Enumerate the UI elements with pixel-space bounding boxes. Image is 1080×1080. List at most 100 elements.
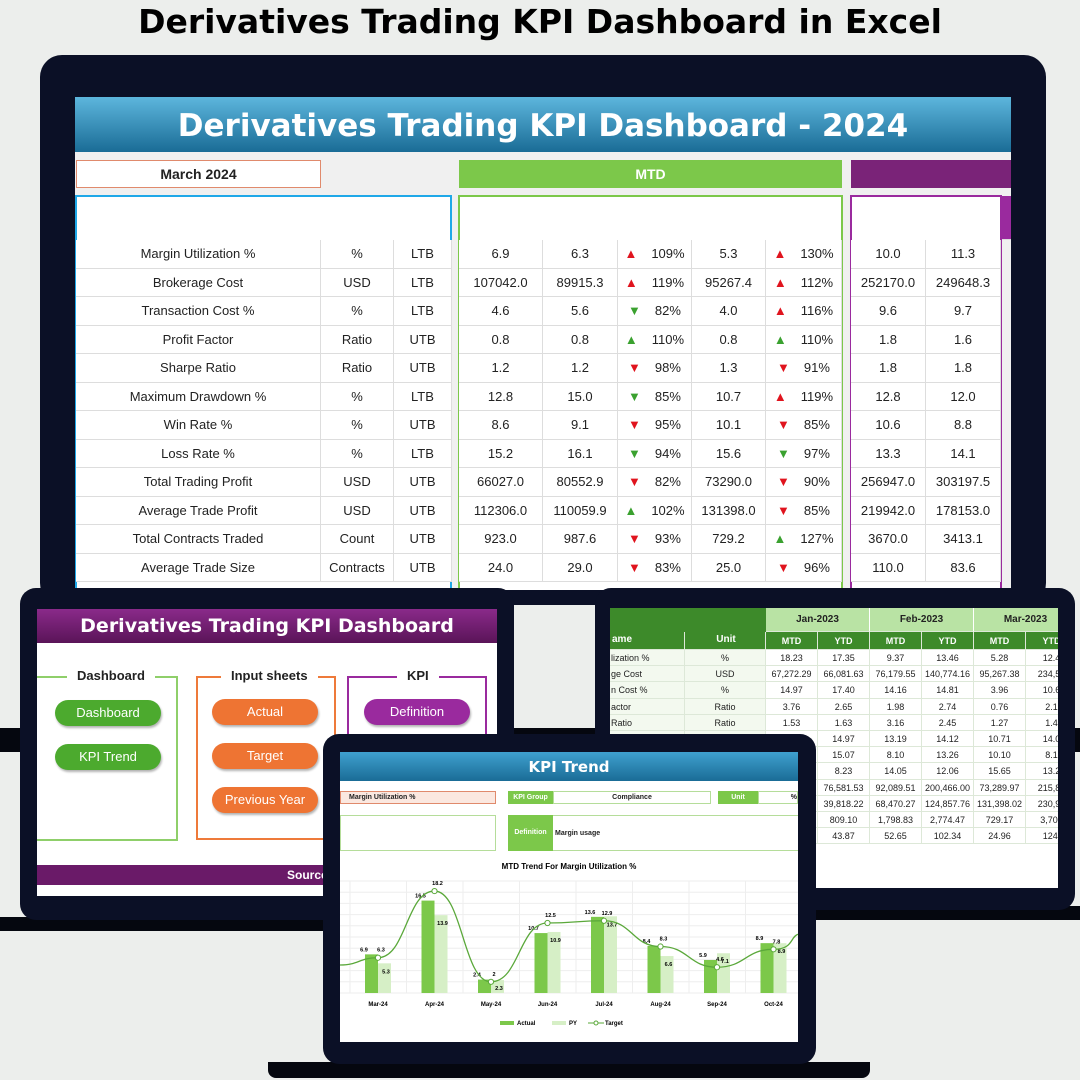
bar-py <box>773 943 787 993</box>
data-cell: 52.65 <box>870 828 922 845</box>
arrow-down-icon: ▼ <box>777 417 790 433</box>
definition-button[interactable]: Definition <box>364 699 470 725</box>
data-cell: 10.10 <box>974 747 1026 764</box>
cell-ytd-actual: 110.0 <box>851 553 926 582</box>
unit-label: Unit <box>718 791 758 804</box>
main-dashboard-screen: Derivatives Trading KPI Dashboard - 2024… <box>75 97 1011 590</box>
cell-py: 15.6 <box>692 439 766 468</box>
chart-title: MTD Trend For Margin Utilization % <box>502 862 637 871</box>
label-py: 13.7 <box>607 922 618 928</box>
cell-target: 29.0 <box>543 553 618 582</box>
actual-button[interactable]: Actual <box>212 699 318 725</box>
group-label: KPI <box>397 668 439 683</box>
cell-actual: 107042.0 <box>459 268 543 297</box>
arrow-down-icon: ▼ <box>628 559 641 575</box>
kpi-name: Brokerage Cost <box>76 268 321 297</box>
data-cell: 3,706 <box>1026 812 1058 829</box>
percent-value: 116% <box>800 303 834 319</box>
percent-value: 96% <box>803 559 830 575</box>
cell-tva: ▼ 95% <box>618 411 692 440</box>
column-header: MTD <box>870 632 922 650</box>
cell-actual: 66027.0 <box>459 468 543 497</box>
cell-unit: % <box>321 411 394 440</box>
label-actual: 16.5 <box>415 894 426 900</box>
cell-actual: 15.2 <box>459 439 543 468</box>
cell-py: 95267.4 <box>692 268 766 297</box>
cell-ytd-target: 1.8 <box>926 354 1001 383</box>
cell-ytd-actual: 13.3 <box>851 439 926 468</box>
previous-year-button[interactable]: Previous Year <box>212 787 318 813</box>
cell-tva: ▼ 94% <box>618 439 692 468</box>
data-cell: 66,081.63 <box>818 666 870 683</box>
data-cell: 8.1 <box>1026 747 1058 764</box>
data-cell: 809.10 <box>818 812 870 829</box>
label-target: 12.9 <box>602 911 613 917</box>
bar-py <box>378 963 391 993</box>
data-cell: 131,398.02 <box>974 795 1026 812</box>
cell-actual: 6.9 <box>459 240 543 269</box>
bar-actual <box>647 945 661 993</box>
data-cell: 95,267.38 <box>974 666 1026 683</box>
month-selector[interactable]: March 2024 <box>76 160 321 188</box>
cell-py: 729.2 <box>692 525 766 554</box>
label-py: 6.6 <box>665 962 673 968</box>
target-point <box>374 954 382 961</box>
cell-ytd-actual: 1.8 <box>851 354 926 383</box>
cell-actual: 24.0 <box>459 553 543 582</box>
label-actual: 2.4 <box>473 973 482 979</box>
arrow-down-icon: ▼ <box>628 445 641 461</box>
row-name: Ratio <box>610 714 685 731</box>
cell-ytd-actual: 10.0 <box>851 240 926 269</box>
bar-actual <box>591 916 604 993</box>
cell-actual: 4.6 <box>459 297 543 326</box>
percent-value: 109% <box>651 246 685 262</box>
data-cell: 76,179.55 <box>870 666 922 683</box>
cell-tva: ▼ 82% <box>618 468 692 497</box>
data-cell: 2.1 <box>1026 699 1058 715</box>
kpi-name: Sharpe Ratio <box>76 354 321 383</box>
kpi-trend-button[interactable]: KPI Trend <box>55 744 161 770</box>
kpi-selector[interactable]: Margin Utilization % <box>340 791 496 804</box>
month-header: Feb-2023 <box>870 608 974 632</box>
x-tick-label: Apr-24 <box>425 1002 445 1008</box>
data-cell: 24.96 <box>974 828 1026 845</box>
data-cell: 18.23 <box>766 650 818 667</box>
formula-box <box>340 815 496 851</box>
percent-value: 119% <box>651 274 685 290</box>
kpi-name: Total Trading Profit <box>76 468 321 497</box>
bar-py <box>717 953 730 993</box>
cell-target: 16.1 <box>543 439 618 468</box>
cell-unit: USD <box>321 468 394 497</box>
kpi-name: Transaction Cost % <box>76 297 321 326</box>
cell-ytd-actual: 10.6 <box>851 411 926 440</box>
cell-unit: Ratio <box>321 354 394 383</box>
cell-actual: 923.0 <box>459 525 543 554</box>
cell-avp: ▼ 96% <box>766 553 842 582</box>
kpi-name: Average Trade Profit <box>76 496 321 525</box>
trend-title: KPI Trend <box>340 752 798 781</box>
bar-actual <box>421 900 435 993</box>
cell-unit: % <box>321 240 394 269</box>
bar-actual <box>704 959 717 993</box>
cell-type: UTB <box>394 411 452 440</box>
arrow-up-icon: ▲ <box>773 388 787 404</box>
arrow-up-icon: ▲ <box>773 531 787 547</box>
target-button[interactable]: Target <box>212 743 318 769</box>
data-cell: 14.81 <box>922 682 974 699</box>
cell-type: LTB <box>394 268 452 297</box>
percent-value: 90% <box>803 474 830 490</box>
data-cell: 1.4 <box>1026 715 1058 731</box>
definition-label: Definition <box>508 815 553 851</box>
data-cell: 8.10 <box>870 747 922 764</box>
cell-target: 15.0 <box>543 382 618 411</box>
cell-type: LTB <box>394 382 452 411</box>
arrow-down-icon: ▼ <box>628 531 641 547</box>
definition-value: Margin usage <box>553 815 798 851</box>
percent-value: 85% <box>654 388 681 404</box>
cell-avp: ▲ 110% <box>766 325 842 354</box>
label-target: 6.3 <box>377 948 385 954</box>
cell-tva: ▼ 93% <box>618 525 692 554</box>
dashboard-button[interactable]: Dashboard <box>55 700 161 726</box>
data-cell: 230,93 <box>1026 796 1058 812</box>
data-cell: 13.46 <box>922 650 974 667</box>
